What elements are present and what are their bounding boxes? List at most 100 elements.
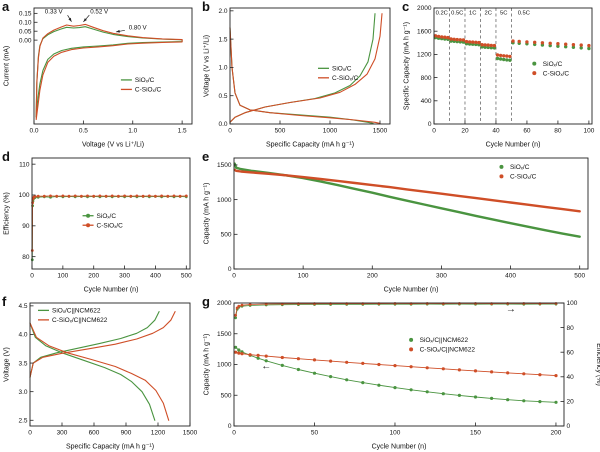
data-point (73, 194, 77, 198)
data-point (452, 37, 456, 41)
legend-label: C-SiOₓ/C (332, 75, 359, 82)
data-point (440, 35, 444, 39)
data-point (498, 53, 503, 58)
legend-label: SiOₓ/C||NCM622 (420, 337, 469, 344)
legend-label: C-SiOₓ/C||NCM622 (52, 317, 108, 324)
data-point (36, 194, 40, 198)
legend-label: C-SiOₓ/C||NCM622 (420, 347, 476, 354)
x-axis-title: Cycle Number (n) (486, 142, 541, 149)
chart-g: 0 50 100 150 2000500100015002000020406080100… (204, 300, 600, 450)
data-point (492, 43, 497, 48)
data-point (502, 54, 506, 58)
data-point (556, 44, 560, 48)
chart-c: 0 20 40 60 80 100 0 400 800 1200 1600 2000 Cycle Num… (404, 5, 595, 149)
data-point (486, 43, 490, 47)
annotation-text: → (506, 304, 516, 315)
data-point (147, 194, 151, 198)
data-point (425, 302, 429, 305)
y-axis-title: Capacity (mA h g⁻¹) (204, 334, 211, 396)
panel-label-f: f (2, 294, 7, 309)
data-point (425, 390, 429, 394)
data-point (409, 365, 413, 369)
data-point (473, 369, 478, 373)
data-point (329, 375, 333, 379)
series-line (235, 346, 557, 403)
data-point (61, 194, 65, 198)
x-tick-label: 500 (275, 128, 286, 135)
data-point (55, 194, 59, 198)
y-tick-label: 500 (221, 392, 232, 399)
data-point (564, 45, 568, 49)
x-tick-label: 0 (432, 128, 436, 135)
data-point (455, 37, 459, 42)
data-point (522, 302, 526, 305)
data-point (502, 57, 506, 62)
data-point (433, 34, 438, 38)
data-point (471, 40, 475, 44)
data-point (480, 43, 484, 47)
data-point (33, 195, 37, 198)
x-tick-label: 0 (28, 430, 32, 437)
data-point (517, 39, 521, 44)
legend-marker-dot (532, 71, 537, 76)
panel-label-c: c (402, 0, 410, 14)
y-tick-label: 0 (228, 266, 232, 273)
legend-label: C-SiOₓ/C (135, 87, 162, 94)
y-tick-label: 400 (421, 98, 432, 105)
panel-label-b: b (202, 0, 210, 14)
data-point (579, 43, 583, 47)
panel-e-cycling: e 0 100 200 300 400 500 0 500 1000 1500 Cycle Numb… (200, 149, 600, 295)
x-tick-label: 200 (367, 273, 378, 280)
data-point (446, 35, 450, 40)
x-tick-label: 500 (181, 273, 192, 280)
y-tick-label: 0 (228, 423, 232, 430)
x-tick-label: 100 (57, 273, 68, 280)
x-tick-label: 400 (150, 273, 161, 280)
data-point (184, 194, 188, 198)
x-tick-label: 1500 (373, 128, 388, 135)
data-point (135, 194, 139, 198)
legend-marker-dot (499, 174, 504, 179)
data-point (461, 38, 466, 42)
y-tick-label: 0.05 (19, 28, 32, 35)
data-point (506, 398, 510, 402)
legend-marker-dot (86, 213, 91, 218)
x-tick-label: 200 (551, 430, 562, 437)
data-point (538, 373, 542, 377)
annotation-text: 0.33 V (45, 9, 64, 16)
data-point (104, 194, 108, 198)
data-point (540, 41, 545, 45)
data-point (166, 194, 170, 198)
y-tick-label: 1000 (217, 362, 232, 369)
panel-label-e: e (202, 149, 210, 164)
data-point (237, 351, 241, 355)
y-tick-label: 1200 (417, 52, 432, 59)
y-axis-title: Voltage (V) (4, 347, 11, 382)
data-point (490, 370, 494, 374)
data-point (483, 43, 487, 47)
data-point (248, 353, 252, 357)
data-point (160, 194, 164, 198)
data-point (240, 352, 244, 356)
data-point (579, 46, 583, 50)
data-point (393, 386, 397, 390)
legend-label: SiOₓ/C (543, 61, 563, 68)
annotation-arrowhead (68, 17, 72, 22)
data-point (110, 194, 114, 198)
x-tick-label: 1000 (323, 128, 338, 135)
data-point (441, 367, 445, 371)
data-point (345, 360, 349, 364)
panel-b-voltage-profile: b 0 500 1000 1500 0.0 0.5 1.0 1.5 2.0 Specific Ca… (200, 0, 400, 150)
data-point (458, 38, 462, 42)
x-tick-label: 300 (57, 430, 68, 437)
series-line (29, 322, 156, 421)
y-tick-label: 0.00 (19, 37, 32, 44)
series-line (29, 322, 170, 421)
data-point (92, 194, 96, 198)
series-line (35, 26, 183, 118)
x-tick-label: 600 (89, 430, 100, 437)
data-point (457, 393, 461, 397)
annotation-text: 0.5C (451, 10, 463, 16)
data-point (443, 35, 447, 39)
annotation-text: 0.5C (518, 10, 530, 16)
